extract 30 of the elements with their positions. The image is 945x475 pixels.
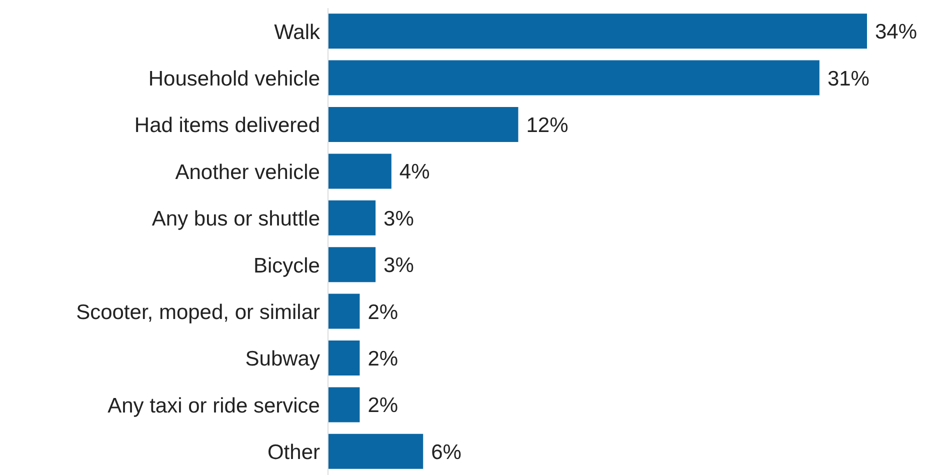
y-tick-label: Any taxi or ride service: [108, 394, 320, 418]
bar: [328, 14, 867, 49]
y-tick-label: Household vehicle: [148, 68, 320, 91]
bar: [328, 387, 360, 422]
bar: [328, 107, 518, 142]
bar: [328, 434, 424, 469]
bar: [328, 247, 376, 282]
bar: [328, 154, 392, 189]
y-tick-label: Walk: [274, 20, 320, 44]
data-label: 34%: [875, 20, 918, 44]
data-label: 3%: [384, 207, 414, 230]
data-label: 6%: [431, 440, 462, 464]
y-tick-label: Any bus or shuttle: [152, 208, 320, 231]
y-tick-label: Subway: [245, 348, 320, 371]
bar: [328, 60, 820, 96]
bar: [328, 294, 360, 329]
y-tick-label: Scooter, moped, or similar: [76, 301, 320, 324]
y-tick-label: Bicycle: [253, 254, 320, 278]
data-label: 2%: [368, 347, 398, 370]
bar: [328, 340, 360, 376]
y-tick-label: Had items delivered: [134, 114, 320, 138]
data-label: 2%: [368, 394, 398, 418]
data-label: 12%: [526, 114, 568, 137]
bar: [328, 200, 376, 236]
data-label: 31%: [827, 67, 870, 90]
data-label: 3%: [384, 254, 414, 278]
data-label: 4%: [399, 160, 430, 184]
y-tick-label: Other: [267, 441, 320, 464]
data-label: 2%: [368, 300, 398, 324]
y-tick-label: Another vehicle: [175, 160, 320, 184]
